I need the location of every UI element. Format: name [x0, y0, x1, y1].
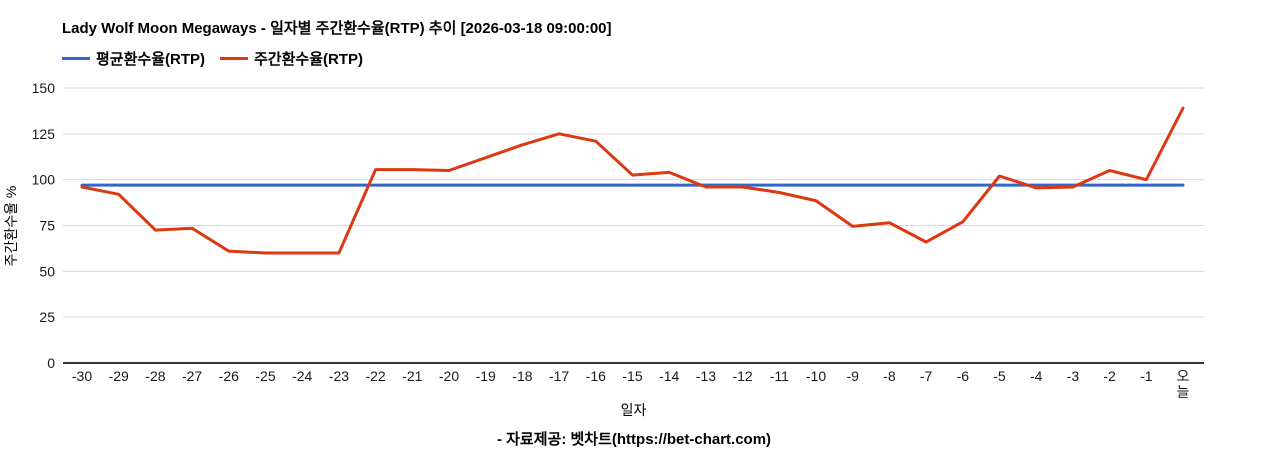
y-tick-label: 150 — [32, 80, 56, 96]
y-tick-label: 0 — [47, 355, 55, 371]
legend-item-average-rtp[interactable]: 평균환수율(RTP) — [62, 48, 205, 69]
x-tick-label: -11 — [770, 368, 789, 384]
x-tick-label: -1 — [1140, 368, 1153, 384]
x-tick-label: -13 — [696, 368, 716, 384]
x-tick-label: -30 — [72, 368, 92, 384]
x-tick-label: -9 — [846, 368, 859, 384]
y-tick-label: 25 — [39, 309, 55, 325]
x-tick-label: -2 — [1103, 368, 1116, 384]
weekly-rtp-line — [80, 106, 1185, 255]
x-tick-label: -23 — [329, 368, 349, 384]
x-tick-label: -3 — [1067, 368, 1080, 384]
x-tick-label: -28 — [145, 368, 165, 384]
x-tick-label: -21 — [402, 368, 422, 384]
x-tick-label: -18 — [512, 368, 532, 384]
y-tick-label: 100 — [32, 172, 56, 188]
y-axis-title: 주간환수율 % — [3, 186, 19, 267]
x-tick-label: -25 — [255, 368, 275, 384]
x-tick-label: -12 — [732, 368, 752, 384]
x-tick-label: -10 — [806, 368, 826, 384]
data-source-credit: - 자료제공: 벳차트(https://bet-chart.com) — [496, 431, 772, 448]
x-tick-label: -19 — [476, 368, 496, 384]
x-tick-label: -14 — [659, 368, 679, 384]
y-tick-label: 50 — [39, 263, 55, 279]
x-tick-label: -27 — [182, 368, 202, 384]
weekly-line-swatch-icon — [220, 57, 248, 60]
legend-label-weekly-rtp: 주간환수율(RTP) — [254, 51, 363, 68]
x-tick-label: -5 — [993, 368, 1006, 384]
y-tick-label: 125 — [32, 126, 56, 142]
x-tick-label: -29 — [109, 368, 129, 384]
x-tick-label: -26 — [219, 368, 239, 384]
x-tick-label: -24 — [292, 368, 312, 384]
average-line-swatch-icon — [62, 57, 90, 60]
x-tick-label: -15 — [622, 368, 642, 384]
x-tick-label: -17 — [549, 368, 569, 384]
legend-item-weekly-rtp[interactable]: 주간환수율(RTP) — [220, 48, 363, 69]
x-tick-label: -4 — [1030, 368, 1043, 384]
chart-title: Lady Wolf Moon Megaways - 일자별 주간환수율(RTP)… — [62, 20, 612, 37]
y-tick-label: 75 — [39, 218, 55, 234]
x-tick-label: -8 — [883, 368, 896, 384]
x-tick-label: -7 — [920, 368, 933, 384]
legend: 평균환수율(RTP) 주간환수율(RTP) — [62, 48, 363, 69]
x-tick-label: -20 — [439, 368, 459, 384]
x-tick-label: -6 — [957, 368, 970, 384]
legend-label-average-rtp: 평균환수율(RTP) — [96, 51, 205, 68]
x-axis-title: 일자 — [621, 402, 647, 418]
x-tick-label: -22 — [365, 368, 385, 384]
x-tick-label: -16 — [586, 368, 606, 384]
